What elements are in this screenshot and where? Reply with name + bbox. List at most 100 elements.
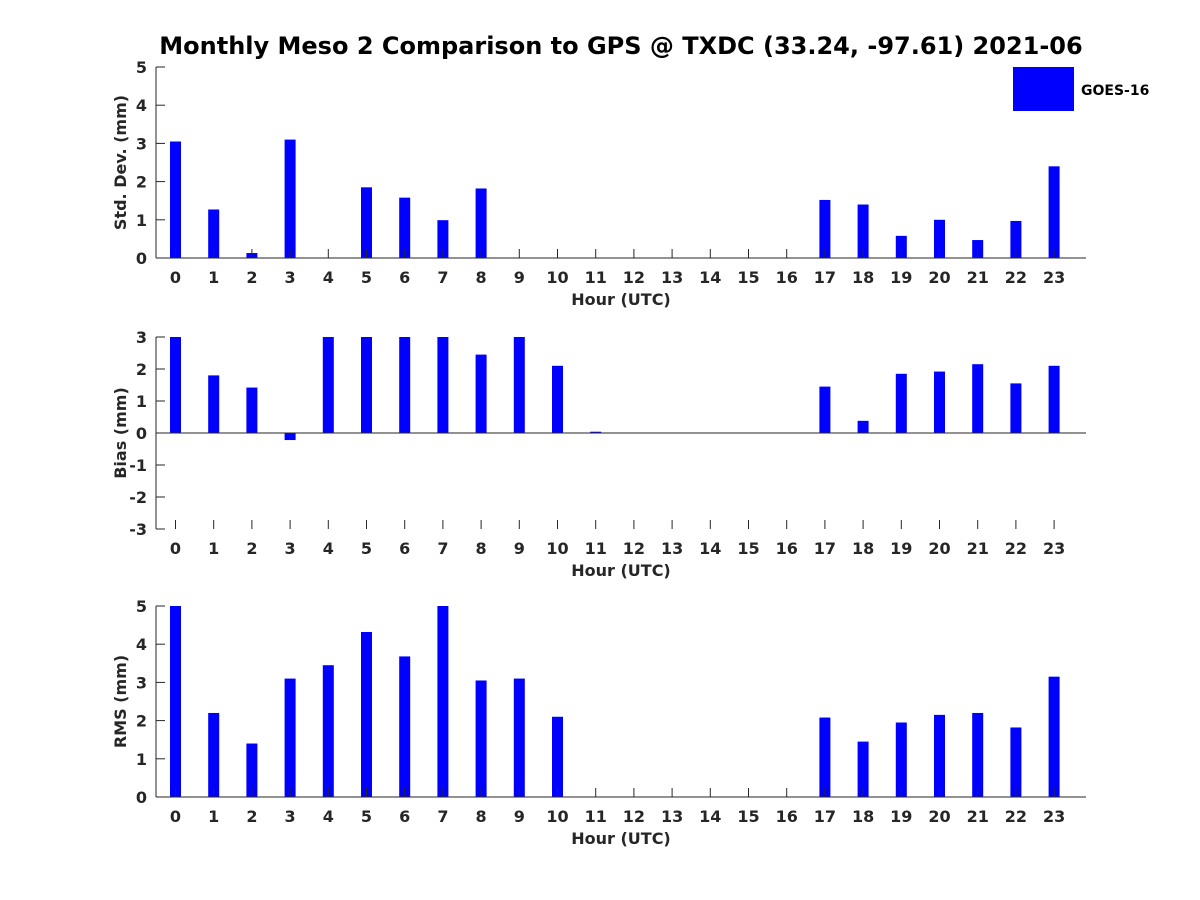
x-tick-label: 1 [208,268,219,287]
bar-hour-6 [399,656,411,797]
bar-hour-1 [208,712,220,797]
x-tick-label: 18 [852,539,874,558]
x-tick-label: 12 [623,807,645,826]
y-tick-label: 0 [136,424,147,443]
x-tick-label: 8 [476,268,487,287]
panel-3: 0 1 2 3 4 5 6 7 8 9 10 11 12 13 14 15 16 17 18 19 20 21 22 2301… [111,597,1086,848]
bar-hour-7 [437,606,449,797]
x-tick-label: 9 [514,539,525,558]
bar-hour-10 [552,716,563,797]
x-tick-label: 21 [967,539,989,558]
y-axis-label: Std. Dev. (mm) [111,95,130,230]
bar-hour-21 [972,364,984,433]
x-tick-label: 20 [928,807,950,826]
x-tick-label: 2 [246,539,257,558]
x-tick-label: 4 [323,539,334,558]
bar-hour-23 [1048,676,1060,797]
bar-hour-6 [399,197,411,258]
y-tick-label: 2 [136,360,147,379]
x-tick-label: 10 [546,539,568,558]
x-tick-label: 21 [967,268,989,287]
x-tick-label: 0 [170,807,181,826]
bar-hour-22 [1010,383,1022,433]
x-tick-label: 16 [776,268,798,287]
bar-hour-17 [819,386,831,433]
y-axis-label: RMS (mm) [111,655,130,748]
x-tick-label: 14 [699,539,721,558]
x-tick-label: 11 [585,539,607,558]
x-tick-label: 16 [776,807,798,826]
chart-title: Monthly Meso 2 Comparison to GPS @ TXDC … [159,32,1082,60]
x-tick-label: 13 [661,539,683,558]
x-tick-label: 20 [928,268,950,287]
y-tick-label: 5 [136,597,147,616]
x-tick-label: 8 [476,807,487,826]
x-tick-label: 22 [1005,807,1027,826]
bar-hour-3 [284,139,296,258]
x-tick-label: 2 [246,807,257,826]
y-tick-label: 4 [136,96,147,115]
legend-label-goes-16: GOES-16 [1081,83,1149,99]
x-tick-label: 22 [1005,268,1027,287]
legend-swatch-goes-16 [1013,67,1074,111]
x-tick-label: 19 [890,539,912,558]
bar-hour-22 [1010,727,1022,797]
x-tick-label: 5 [361,268,372,287]
y-tick-label: -3 [129,520,147,539]
y-tick-label: -2 [129,488,147,507]
bar-hour-1 [208,375,220,433]
x-tick-label: 14 [699,268,721,287]
y-axis-label: Bias (mm) [111,387,130,479]
x-tick-label: 15 [737,807,759,826]
bar-hour-7 [437,337,449,433]
x-tick-label: 3 [285,539,296,558]
x-tick-label: 11 [585,268,607,287]
bar-hour-18 [857,420,869,433]
bar-hour-19 [895,373,907,433]
bar-hour-8 [475,680,487,797]
y-tick-label: 0 [136,249,147,268]
x-tick-label: 17 [814,539,836,558]
x-tick-label: 17 [814,268,836,287]
y-tick-label: 4 [136,635,147,654]
x-tick-label: 23 [1043,807,1065,826]
bar-hour-6 [399,337,411,433]
bar-hour-10 [552,365,563,433]
x-tick-label: 21 [967,807,989,826]
x-tick-label: 15 [737,268,759,287]
x-tick-label: 23 [1043,268,1065,287]
bar-hour-3 [284,678,296,797]
x-tick-label: 1 [208,539,219,558]
x-tick-label: 5 [361,807,372,826]
x-tick-label: 17 [814,807,836,826]
x-tick-label: 14 [699,807,721,826]
y-tick-label: 3 [136,328,147,347]
bar-hour-2 [246,387,258,433]
x-tick-label: 19 [890,807,912,826]
x-tick-label: 12 [623,539,645,558]
x-tick-label: 1 [208,807,219,826]
bar-hour-17 [819,199,831,258]
bar-hour-0 [170,141,181,258]
x-tick-label: 10 [546,807,568,826]
y-tick-label: 5 [136,58,147,77]
x-tick-label: 13 [661,268,683,287]
x-tick-label: 3 [285,807,296,826]
x-tick-label: 6 [399,539,410,558]
x-tick-label: 7 [437,268,448,287]
bar-hour-0 [170,337,181,433]
bar-hour-9 [513,337,525,433]
x-tick-label: 9 [514,807,525,826]
x-tick-label: 10 [546,268,568,287]
x-axis-label: Hour (UTC) [571,829,671,848]
panel-1: 0 1 2 3 4 5 6 7 8 9 10 11 12 13 14 15 16 17 18 19 20 21 22 2301… [111,58,1086,309]
bar-hour-18 [857,204,869,258]
y-tick-label: 1 [136,750,147,769]
x-tick-label: 4 [323,268,334,287]
bar-hour-1 [208,209,220,258]
x-tick-label: 18 [852,268,874,287]
bar-hour-23 [1048,365,1060,433]
x-tick-label: 12 [623,268,645,287]
x-tick-label: 4 [323,807,334,826]
